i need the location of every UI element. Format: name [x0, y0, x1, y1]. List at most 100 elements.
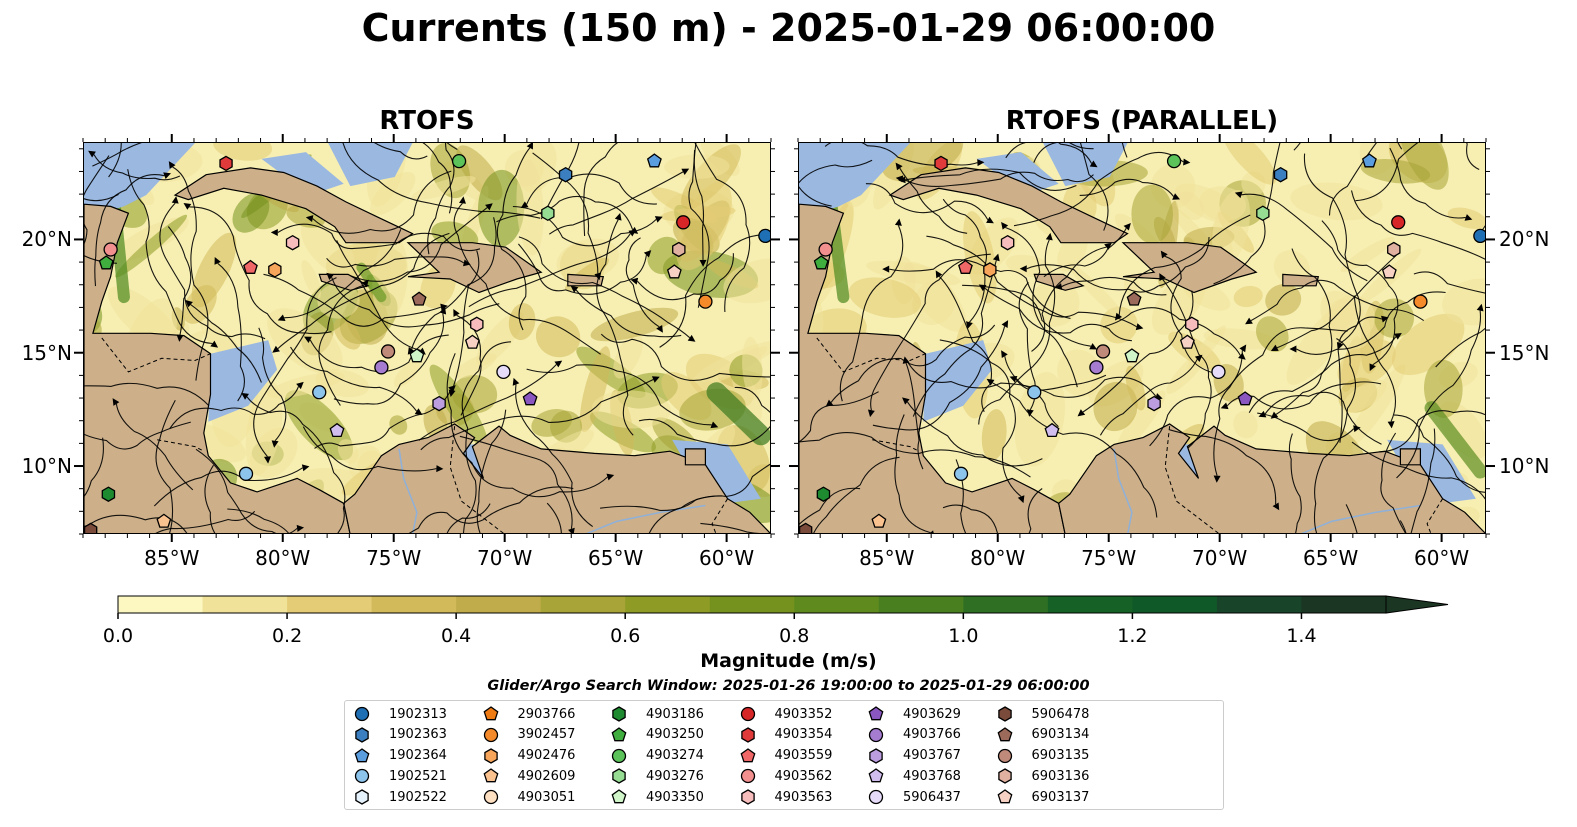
x-tick-label: 65°W — [1303, 546, 1359, 570]
float-marker-1902521 — [312, 385, 327, 400]
float-marker-5906437 — [496, 364, 511, 380]
legend-item: 5906437 — [867, 787, 961, 807]
legend-label: 5906478 — [1031, 706, 1090, 722]
colorbar-bin — [1301, 596, 1387, 613]
legend-marker-4903766 — [868, 727, 884, 742]
colorbar-bin — [709, 596, 795, 613]
legend-marker-6903135 — [997, 748, 1012, 763]
colorbar-bin — [1216, 596, 1302, 613]
legend-item: 4903768 — [867, 766, 961, 786]
legend-label: 4903562 — [774, 768, 833, 784]
float-marker-4902609 — [871, 513, 887, 528]
legend-item: 4902476 — [482, 746, 575, 766]
legend-label: 4903768 — [903, 768, 961, 784]
colorbar-bin — [878, 596, 964, 613]
legend-label: 4903629 — [903, 706, 961, 722]
legend-label: 6903137 — [1031, 789, 1090, 805]
legend-item: 3902457 — [482, 725, 575, 745]
legend-item: 1902521 — [353, 766, 447, 786]
legend-label: 2903766 — [517, 706, 576, 722]
legend-marker-1902521 — [354, 769, 370, 784]
float-marker-6903137 — [666, 264, 682, 279]
legend-item: 4903629 — [867, 704, 961, 724]
colorbar-bin — [287, 596, 373, 613]
colorbar-tick-label: 1.4 — [1286, 625, 1316, 647]
legend-marker-4903350 — [611, 789, 627, 804]
float-marker-1902363 — [558, 166, 573, 183]
float-marker-6903137 — [1179, 334, 1195, 349]
map-panel-rtofs — [83, 142, 771, 534]
legend-item: 1902364 — [353, 746, 447, 766]
legend-marker-4903051 — [483, 790, 498, 805]
legend-marker-4903562 — [740, 769, 755, 784]
observation-markers — [799, 153, 1485, 533]
legend-label: 4903352 — [774, 706, 833, 722]
legend-item: 4903559 — [739, 746, 832, 766]
float-marker-4903563 — [470, 316, 484, 333]
float-marker-1902521 — [1027, 385, 1042, 400]
float-marker-4903559 — [958, 259, 973, 274]
legend-label: 4903766 — [903, 727, 961, 743]
float-marker-4903274 — [451, 153, 467, 169]
float-marker-1902521 — [238, 466, 254, 481]
float-marker-6903134 — [411, 291, 427, 306]
float-marker-4903563 — [1185, 316, 1199, 333]
legend-item: 4903186 — [610, 704, 704, 724]
float-marker-6903134 — [1126, 291, 1142, 306]
float-marker-4903276 — [1256, 205, 1270, 222]
legend-marker-4903276 — [612, 768, 626, 785]
legend-item: 4903276 — [610, 766, 704, 786]
legend-marker-4903563 — [740, 789, 755, 805]
colorbar-bin — [1132, 596, 1218, 613]
legend-marker-2903766 — [483, 706, 498, 721]
legend-item: 4903562 — [739, 766, 833, 786]
colorbar-extend-arrow — [1385, 595, 1449, 614]
y-tick-label: 15°N — [1499, 340, 1550, 365]
colorbar-tick-label: 0.4 — [441, 625, 471, 647]
legend-item: 4903350 — [610, 787, 704, 807]
legend-marker-4903274 — [611, 748, 627, 763]
legend-label: 4903563 — [774, 789, 833, 805]
legend-marker-3902457 — [483, 727, 498, 742]
float-marker-6903136 — [1387, 241, 1401, 258]
legend-item: 6903137 — [996, 787, 1090, 807]
colorbar-tick-label: 0.0 — [103, 625, 133, 647]
float-marker-1902313 — [758, 228, 770, 244]
x-tick-label: 60°W — [1413, 546, 1470, 570]
float-marker-1902363 — [1273, 166, 1288, 183]
legend-item: 4902609 — [482, 766, 575, 786]
x-tick-label: 75°W — [1081, 546, 1137, 570]
legend-item: 1902313 — [353, 704, 447, 724]
legend-label: 4903354 — [774, 727, 833, 743]
legend-marker-1902522 — [355, 789, 369, 805]
y-tick-label: 10°N — [21, 454, 72, 479]
colorbar-tick-label: 0.8 — [779, 625, 809, 647]
streamlines — [799, 143, 1485, 533]
legend-marker-4903250 — [611, 726, 627, 742]
float-marker-4903354 — [934, 155, 948, 172]
y-tick-label: 10°N — [1499, 454, 1550, 479]
float-marker-4903276 — [541, 205, 555, 222]
colorbar-bin — [1047, 596, 1133, 613]
legend-label: 5906437 — [903, 789, 961, 805]
float-marker-3902457 — [698, 294, 713, 309]
legend-item: 2903766 — [482, 704, 576, 724]
legend-label: 6903136 — [1031, 768, 1090, 784]
legend-item: 6903136 — [996, 766, 1090, 786]
map-panel-rtofs-parallel — [798, 142, 1486, 534]
legend-label: 4903274 — [646, 748, 704, 764]
colorbar-bin — [625, 596, 711, 613]
legend-item: 4903354 — [739, 725, 833, 745]
colorbar-tick-label: 1.2 — [1117, 625, 1147, 647]
legend-item: 6903135 — [996, 746, 1089, 766]
legend-item: 1902522 — [353, 787, 447, 807]
legend-item: 4903563 — [739, 787, 833, 807]
float-marker-6903135 — [380, 344, 396, 359]
legend-item: 1902363 — [353, 725, 447, 745]
float-marker-5906478 — [799, 522, 813, 533]
colorbar-tick-label: 0.6 — [610, 625, 640, 647]
float-marker-3902457 — [1413, 294, 1428, 309]
float-marker-4903352 — [1391, 215, 1406, 230]
float-marker-6903137 — [464, 334, 480, 349]
panel-title-rtofs: RTOFS — [379, 106, 475, 136]
